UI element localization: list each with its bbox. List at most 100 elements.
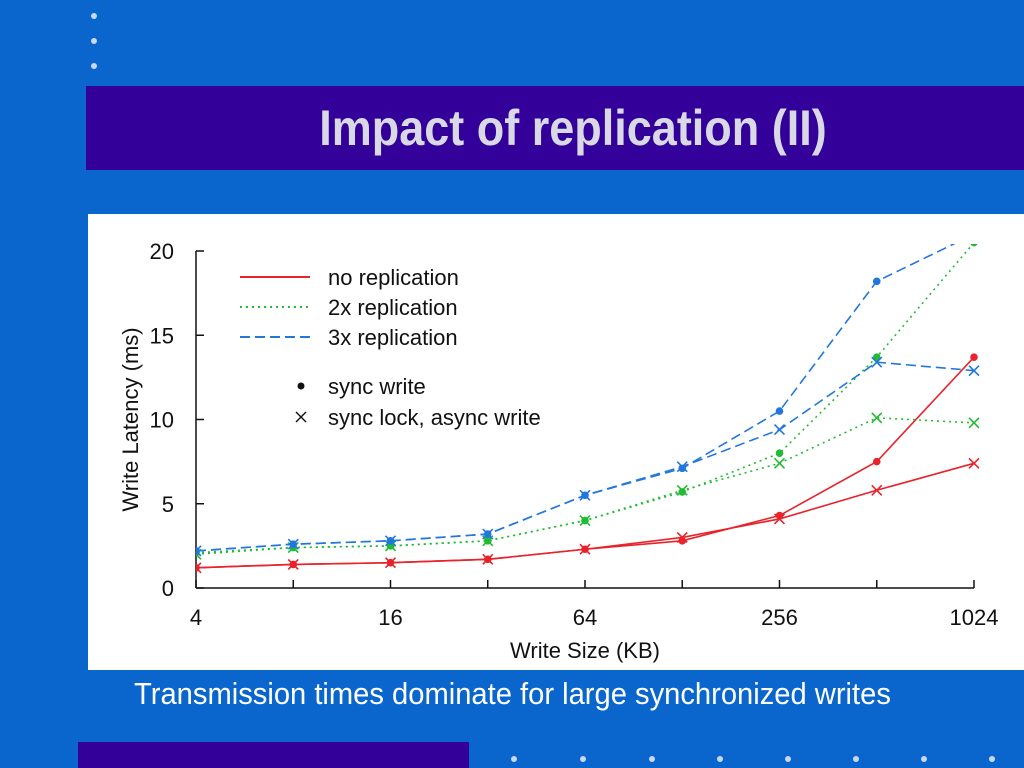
- decor-dot: [91, 38, 97, 44]
- series-line: [196, 417, 975, 556]
- y-tick-label: 5: [162, 492, 174, 517]
- data-point: [970, 230, 978, 238]
- decor-dot: [921, 756, 927, 762]
- data-point: [287, 558, 299, 570]
- data-point: [482, 528, 494, 540]
- decor-dot: [853, 756, 859, 762]
- data-point: [775, 407, 784, 415]
- footer-bar: [78, 742, 469, 768]
- series-line: [196, 244, 956, 552]
- x-tick-label: 1024: [950, 605, 999, 630]
- y-axis-label: Write Latency (ms): [118, 327, 143, 511]
- x-tick-label: 64: [573, 605, 597, 630]
- chart-legend: no replication 2x replication 3x replicati…: [240, 265, 541, 430]
- legend-label: sync write: [328, 374, 426, 399]
- data-point: [871, 412, 883, 424]
- legend-marker-dot: [297, 382, 305, 390]
- data-point-stroke: [773, 424, 786, 436]
- data-point: [970, 353, 978, 361]
- data-point-stroke: [287, 558, 299, 570]
- decor-dot: [91, 13, 97, 19]
- legend-label: no replication: [328, 265, 459, 290]
- legend-label: sync lock, async write: [328, 405, 541, 430]
- x-tick-label: 256: [761, 605, 798, 630]
- chart-axes: 0 5 10 15 20 4 16 64 256 1024 Write Size (KB) Write…: [118, 239, 998, 663]
- data-point: [196, 562, 202, 574]
- data-point: [968, 417, 980, 429]
- data-point-stroke: [871, 412, 883, 424]
- data-point: [676, 484, 688, 496]
- data-point: [579, 515, 591, 527]
- data-point-stroke: [196, 549, 202, 557]
- data-point: [196, 545, 202, 557]
- data-point-stroke: [773, 513, 786, 525]
- data-point-stroke: [384, 557, 397, 569]
- decor-dot: [989, 756, 995, 762]
- data-point: [676, 531, 688, 544]
- decor-dot: [717, 756, 723, 762]
- series-line: [196, 356, 975, 569]
- data-point-stroke: [676, 531, 688, 544]
- data-point: [773, 457, 786, 469]
- decor-dot: [649, 756, 655, 762]
- legend-label: 3x replication: [328, 325, 458, 350]
- data-point-stroke: [871, 356, 883, 368]
- data-point-stroke: [579, 489, 591, 501]
- data-point-stroke: [968, 417, 980, 429]
- slide-title: Impact of replication (II): [319, 100, 827, 156]
- title-band: Impact of replication (II): [86, 86, 1024, 170]
- chart-panel: 0 5 10 15 20 4 16 64 256 1024 Write Size (KB) Write…: [88, 214, 1024, 670]
- data-point: [773, 424, 786, 436]
- data-point-stroke: [968, 365, 980, 377]
- slide-caption: Transmission times dominate for large sy…: [134, 676, 891, 711]
- latency-chart: 0 5 10 15 20 4 16 64 256 1024 Write Size (KB) Write…: [118, 230, 998, 663]
- y-tick-label: 10: [150, 408, 174, 433]
- legend-marker-stroke: [295, 411, 307, 423]
- data-point: [384, 535, 397, 547]
- data-point-stroke: [196, 545, 202, 553]
- legend-label: 2x replication: [328, 295, 458, 320]
- data-point: [678, 488, 687, 496]
- data-point-stroke: [968, 457, 980, 469]
- data-point-stroke: [196, 562, 202, 569]
- data-point-stroke: [676, 461, 688, 473]
- data-point: [384, 557, 397, 569]
- data-point-stroke: [196, 553, 202, 560]
- data-point-stroke: [482, 528, 494, 540]
- series-layer: [196, 230, 980, 574]
- y-tick-label: 20: [150, 239, 174, 264]
- data-point: [775, 449, 784, 457]
- legend-marker-x: [295, 411, 307, 423]
- data-point: [871, 484, 883, 496]
- decor-dot: [580, 756, 586, 762]
- data-point: [287, 538, 299, 550]
- data-point: [579, 489, 591, 501]
- data-point: [482, 553, 494, 565]
- data-point-stroke: [871, 484, 883, 496]
- data-point: [676, 461, 688, 473]
- data-point-stroke: [773, 457, 786, 469]
- data-point-stroke: [579, 543, 591, 555]
- data-point: [968, 457, 980, 469]
- data-point: [968, 365, 980, 377]
- decor-dot: [91, 63, 97, 69]
- data-point-stroke: [482, 553, 494, 565]
- data-point-stroke: [676, 484, 688, 496]
- decor-dot: [785, 756, 791, 762]
- data-point-stroke: [384, 535, 397, 547]
- data-point-stroke: [196, 566, 202, 574]
- data-point: [872, 353, 881, 361]
- series-line: [196, 244, 974, 554]
- data-point: [872, 277, 881, 286]
- y-tick-label: 15: [150, 323, 174, 348]
- x-tick-label: 16: [378, 605, 402, 630]
- data-point-stroke: [579, 515, 591, 527]
- data-point-stroke: [287, 538, 299, 550]
- data-point: [970, 244, 978, 247]
- data-point: [871, 356, 883, 368]
- data-point: [773, 513, 786, 525]
- y-tick-label: 0: [162, 576, 174, 601]
- data-point: [872, 457, 881, 466]
- decor-dot: [511, 756, 517, 762]
- x-tick-label: 4: [190, 605, 202, 630]
